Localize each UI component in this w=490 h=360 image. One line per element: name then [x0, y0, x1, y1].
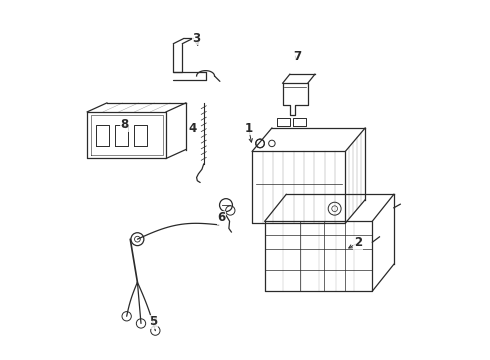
Text: 8: 8	[121, 118, 129, 131]
Text: 4: 4	[189, 122, 197, 135]
Text: 7: 7	[293, 50, 301, 63]
Text: 1: 1	[245, 122, 253, 135]
Text: 3: 3	[193, 32, 200, 45]
Text: 6: 6	[218, 211, 226, 224]
Text: 2: 2	[354, 236, 362, 249]
Text: 5: 5	[149, 315, 158, 328]
